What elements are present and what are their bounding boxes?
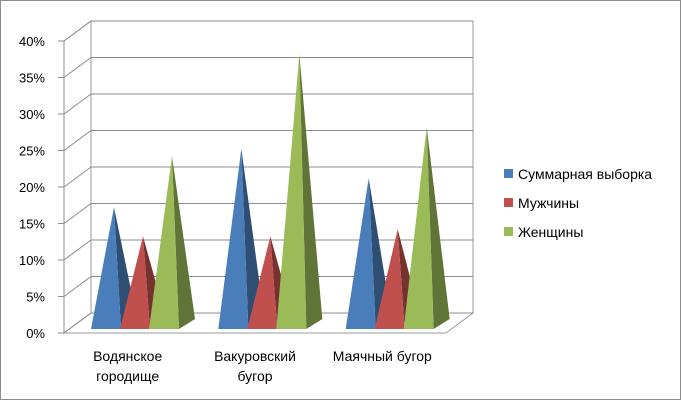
x-category-label: Водянское [93,348,162,364]
pyramid-front-face [218,148,249,329]
y-tick-label: 15% [19,217,45,232]
x-category-label: бугор [237,368,272,384]
pyramid-front-face [276,53,307,330]
pyramid-side-face [299,53,323,330]
legend: Суммарная выборка Мужчины Женщины [504,159,679,246]
gridline [63,93,473,115]
pyramid-side-face [426,126,450,330]
legend-item: Мужчины [504,188,679,217]
y-tick-label: 35% [19,71,45,86]
gridline [63,166,473,188]
pyramid-2 [403,126,450,330]
y-tick-label: 40% [19,34,45,49]
gridline [63,239,473,261]
pyramid-front-face [403,126,434,330]
gridline [63,130,473,151]
gridlines [63,20,473,334]
legend-label: Женщины [518,223,584,240]
gridline [63,57,473,78]
pyramid-front-face [120,236,150,329]
pyramid-front-face [149,156,179,329]
pyramid-front-face [247,236,278,329]
legend-swatch [504,169,513,178]
y-tick-label: 25% [19,144,45,159]
pyramid-front-face [345,178,376,329]
x-category-label: городище [96,368,159,384]
y-tick-label: 20% [19,180,45,195]
pyramid-front-face [91,207,121,329]
legend-swatch [504,227,513,236]
legend-swatch [504,198,513,207]
pyramid-2 [276,53,323,330]
x-axis-labels: Водянское городище Вакуровский бугор Маячный… [93,348,432,384]
x-category-label: Маячный бугор [333,348,432,364]
pyramid-front-face [374,229,405,329]
y-tick-label: 10% [19,253,45,268]
legend-label: Суммарная выборка [518,165,653,182]
pyramid-2 [149,156,195,329]
x-category-label: Вакуровский [214,348,296,364]
legend-item: Женщины [504,217,679,246]
y-tick-label: 0% [26,326,45,341]
gridline [63,203,473,224]
legend-label: Мужчины [518,194,580,211]
pyramid-side-face [172,156,195,329]
y-tick-label: 5% [26,290,45,305]
gridline [63,20,473,42]
gridline [63,276,473,297]
y-axis-ticks: 0% 5% 10% 15% 20% 25% 30% 35% 40% [19,34,65,341]
y-tick-label: 30% [19,107,45,122]
data-marks [91,53,450,330]
legend-item: Суммарная выборка [504,159,679,188]
gridline [63,312,473,334]
